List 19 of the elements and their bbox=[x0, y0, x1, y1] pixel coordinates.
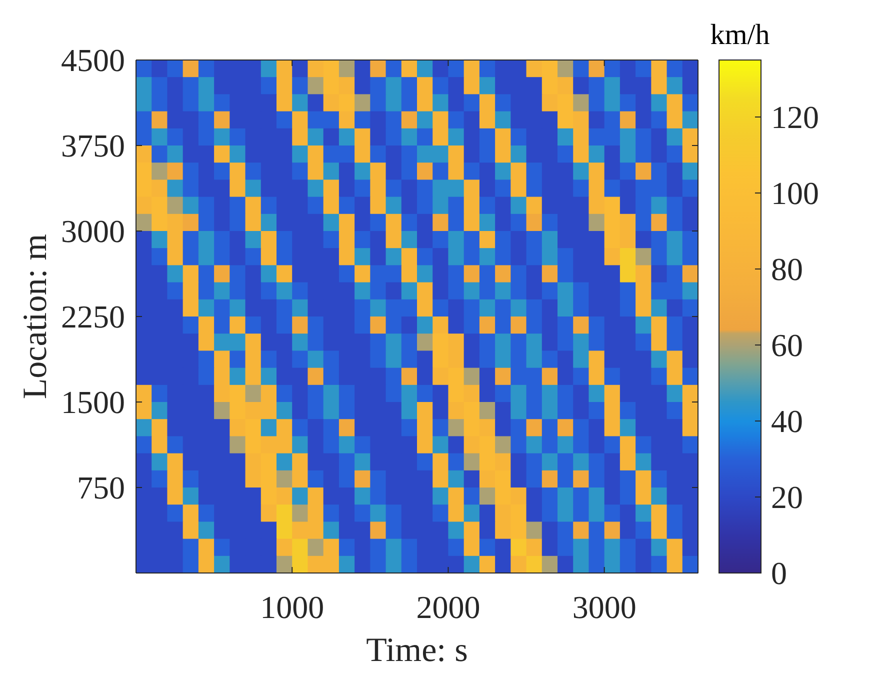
y-axis-title: Location: m bbox=[17, 234, 54, 400]
color-bar-label: 20 bbox=[771, 479, 803, 516]
x-tick-label: 3000 bbox=[572, 589, 636, 625]
y-tick-label: 1500 bbox=[61, 384, 125, 420]
color-bar-label: 40 bbox=[771, 403, 803, 440]
y-tick-label: 750 bbox=[77, 470, 125, 506]
color-bar-label: 100 bbox=[771, 175, 819, 212]
color-bar-label: 80 bbox=[771, 251, 803, 288]
y-tick-label: 3750 bbox=[61, 128, 125, 164]
color-bar-label: 60 bbox=[771, 327, 803, 364]
y-tick-label: 4500 bbox=[61, 42, 125, 78]
color-bar-title: km/h bbox=[710, 19, 770, 51]
x-axis-title: Time: s bbox=[366, 632, 468, 669]
color-bar-label: 120 bbox=[771, 99, 819, 136]
x-tick-label: 2000 bbox=[416, 589, 480, 625]
color-bar-label: 0 bbox=[771, 555, 787, 592]
y-tick-label: 2250 bbox=[61, 298, 125, 335]
y-tick-label: 3000 bbox=[61, 213, 125, 250]
x-tick-label: 1000 bbox=[260, 589, 324, 625]
